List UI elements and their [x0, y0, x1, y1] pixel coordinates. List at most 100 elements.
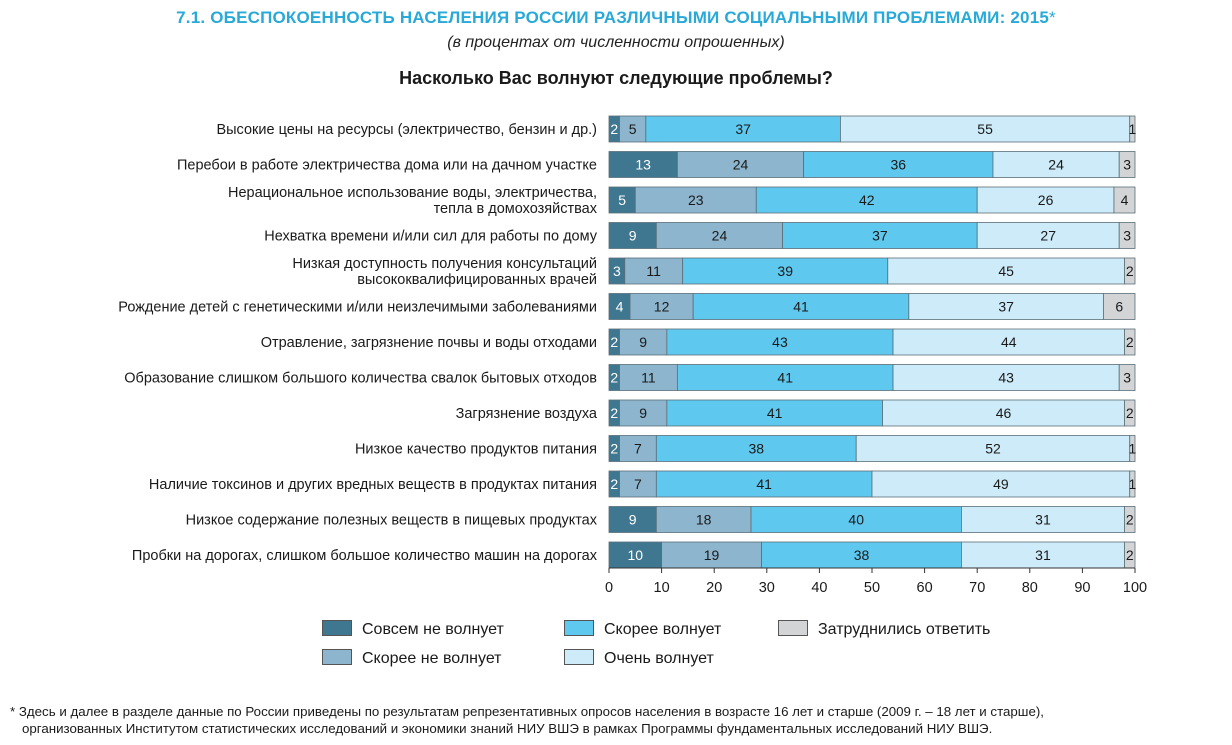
data-label: 19 [704, 547, 720, 563]
bar-segment [976, 186, 1115, 214]
bar-segment [1124, 506, 1136, 533]
data-label: 2 [1126, 547, 1134, 563]
data-label: 41 [777, 370, 793, 386]
bar-segment [645, 115, 841, 143]
data-label: 39 [777, 263, 793, 279]
legend-item-4: Скорее не волнует [322, 649, 502, 668]
data-label: 23 [688, 192, 704, 208]
data-label: 46 [996, 405, 1012, 421]
data-label: 2 [610, 476, 618, 492]
stacked-bar-chart: Высокие цены на ресурсы (электричество, … [118, 115, 1147, 596]
bar-segment [676, 364, 894, 391]
data-label: 37 [872, 228, 888, 244]
data-label: 13 [635, 157, 651, 173]
data-label: 4 [616, 299, 624, 315]
bar-segment [882, 399, 1125, 427]
data-label: 2 [610, 405, 618, 421]
data-label: 11 [646, 263, 661, 279]
data-label: 41 [767, 405, 783, 421]
bar-segment [676, 151, 805, 178]
bar-segment [629, 293, 694, 320]
category-label-line: высококвалифицированных врачей [357, 272, 597, 288]
bar-segment [619, 115, 647, 143]
data-label: 2 [1126, 334, 1134, 350]
data-label: 1 [1128, 121, 1136, 137]
category-label: Наличие токсинов и других вредных вещест… [149, 477, 597, 493]
data-label: 45 [998, 263, 1014, 279]
data-label: 36 [891, 157, 907, 173]
category-label: Нерациональное использование воды, элект… [228, 185, 598, 217]
data-label: 6 [1115, 299, 1123, 315]
category-label: Нехватка времени и/или сил для работы по… [264, 229, 597, 245]
data-label: 52 [985, 441, 1001, 457]
legend-item-3: Затруднились ответить [778, 620, 990, 639]
data-label: 7 [634, 476, 642, 492]
data-label: 38 [854, 547, 870, 563]
bar-segment [761, 541, 962, 569]
data-label: 43 [998, 370, 1014, 386]
survey-question: Насколько Вас волнуют следующие проблемы… [399, 68, 833, 88]
x-tick-label: 30 [759, 580, 775, 596]
legend-item-5: Очень волнует [564, 649, 714, 668]
data-label: 3 [1123, 157, 1131, 173]
x-tick-label: 40 [811, 580, 827, 596]
data-label: 11 [641, 370, 656, 386]
data-label: 7 [634, 441, 642, 457]
legend-item-2: Скорее волнует [564, 620, 721, 639]
data-label: 4 [1121, 192, 1129, 208]
bar-segment [908, 293, 1104, 320]
bar-segment [655, 506, 752, 533]
legend-label-3: Затруднились ответить [818, 621, 991, 638]
data-label: 9 [629, 228, 637, 244]
x-tick-label: 50 [864, 580, 880, 596]
data-label: 2 [610, 334, 618, 350]
bar-segment [1118, 364, 1136, 391]
legend-item-1: Совсем не волнует [322, 620, 504, 639]
bar-segment [1118, 222, 1136, 249]
data-label: 42 [859, 192, 875, 208]
data-label: 41 [793, 299, 809, 315]
data-label: 26 [1038, 192, 1054, 208]
x-tick-label: 0 [605, 580, 613, 596]
chart-legend: Совсем не волнует Скорее волнует Затрудн… [322, 620, 1042, 672]
footnote: * Здесь и далее в разделе данные по Росс… [10, 703, 1225, 737]
bar-segment [619, 435, 657, 462]
bar-segment [892, 364, 1120, 391]
bar-segment [661, 541, 762, 569]
bar-segment [961, 541, 1125, 569]
bar-segment [992, 151, 1120, 178]
data-label: 9 [639, 334, 647, 350]
x-tick-label: 60 [917, 580, 933, 596]
legend-label-2: Скорее волнует [604, 621, 722, 638]
data-label: 43 [772, 334, 788, 350]
x-tick-label: 100 [1123, 580, 1147, 596]
data-label: 38 [748, 441, 764, 457]
data-label: 31 [1035, 547, 1051, 563]
data-label: 1 [1128, 476, 1136, 492]
data-label: 2 [610, 441, 618, 457]
bar-segment [619, 328, 668, 356]
bar-segment [608, 541, 662, 569]
data-label: 5 [618, 192, 626, 208]
x-tick-label: 70 [969, 580, 985, 596]
data-label: 9 [639, 405, 647, 421]
bar-segment [666, 328, 894, 356]
category-label: Рождение детей с генетическими и/или неи… [118, 300, 597, 316]
data-label: 40 [848, 512, 864, 528]
bar-segment [1113, 186, 1136, 214]
chart-subtitle: (в процентах от численности опрошенных) [447, 34, 785, 51]
bar-segment [608, 151, 678, 178]
chart-title: 7.1. ОБЕСПОКОЕННОСТЬ НАСЕЛЕНИЯ РОССИИ РА… [0, 8, 1232, 28]
data-label: 44 [1001, 334, 1017, 350]
footnote-line-1: * Здесь и далее в разделе данные по Росс… [10, 704, 1044, 719]
category-label: Загрязнение воздуха [456, 406, 598, 422]
bar-segment [840, 115, 1131, 143]
category-label: Перебои в работе электричества дома или … [177, 158, 597, 174]
data-label: 3 [1123, 370, 1131, 386]
bar-segment [608, 186, 636, 214]
category-label: Низкое качество продуктов питания [355, 442, 597, 458]
bar-segment [619, 470, 657, 498]
data-label: 2 [610, 370, 618, 386]
data-label: 5 [629, 121, 637, 137]
data-label: 9 [629, 512, 637, 528]
